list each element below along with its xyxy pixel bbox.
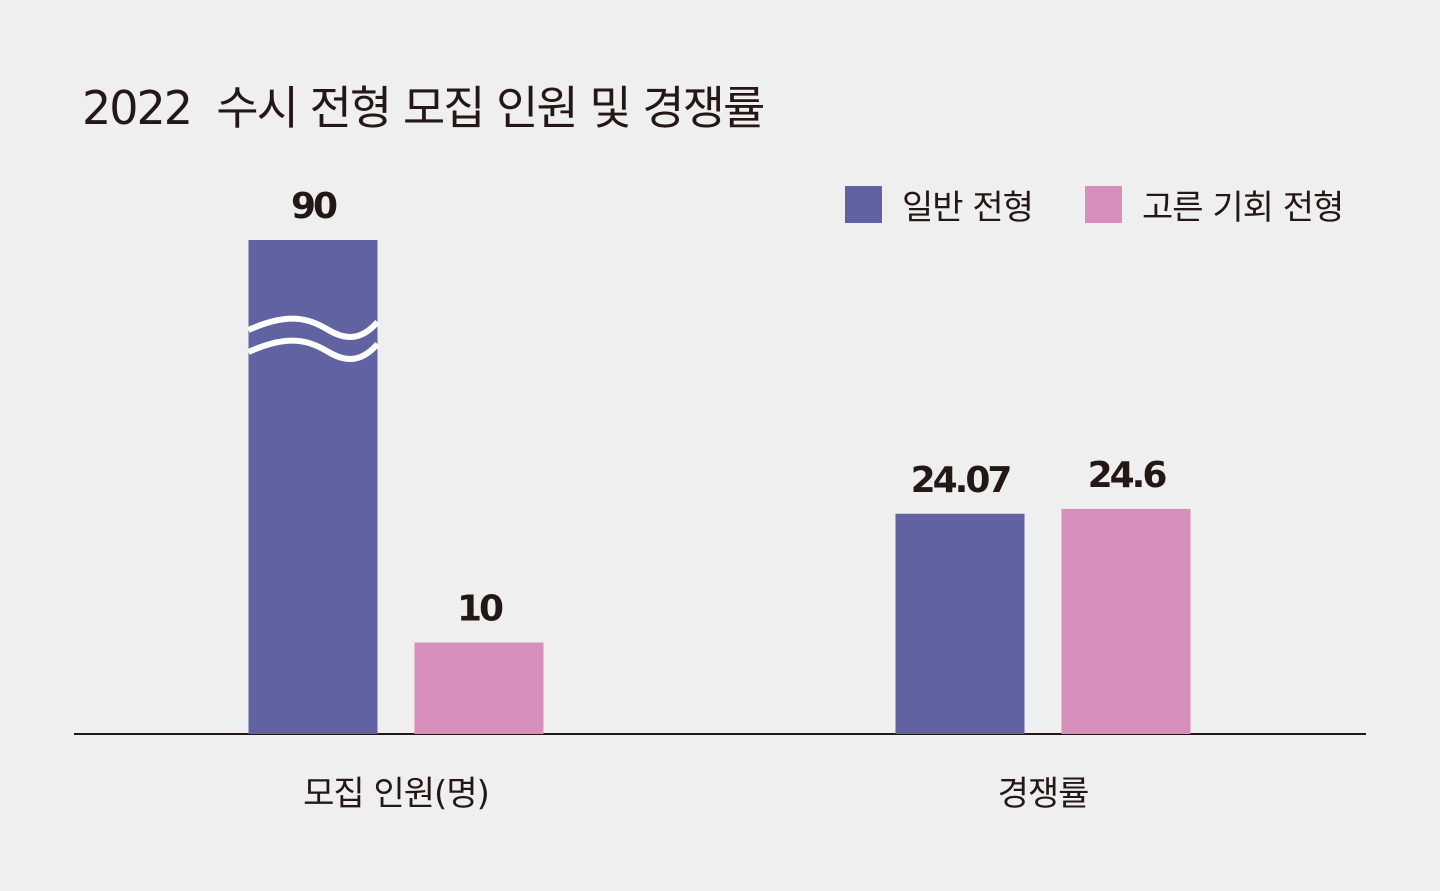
bar <box>414 642 544 734</box>
bar <box>895 513 1025 734</box>
data-label: 24.6 <box>1088 455 1167 496</box>
data-label: 24.07 <box>911 460 1011 501</box>
legend-swatch <box>845 186 882 223</box>
legend-item-general: 일반 전형 <box>845 180 1034 229</box>
data-label: 10 <box>457 589 503 630</box>
category-label: 경쟁률 <box>998 774 1089 814</box>
axis-break-mark <box>247 337 380 362</box>
bar <box>248 240 378 734</box>
legend-swatch <box>1085 186 1122 223</box>
legend-label: 고른 기회 전형 <box>1142 188 1344 228</box>
bar <box>1061 508 1191 734</box>
category-label: 모집 인원(명) <box>303 774 489 814</box>
legend-label: 일반 전형 <box>902 188 1034 228</box>
legend-item-equal-opportunity: 고른 기회 전형 <box>1085 180 1344 229</box>
axis-break-mark <box>247 315 380 340</box>
data-label: 90 <box>291 186 337 227</box>
chart-title: 2022 수시 전형 모집 인원 및 경쟁률 <box>82 81 765 135</box>
